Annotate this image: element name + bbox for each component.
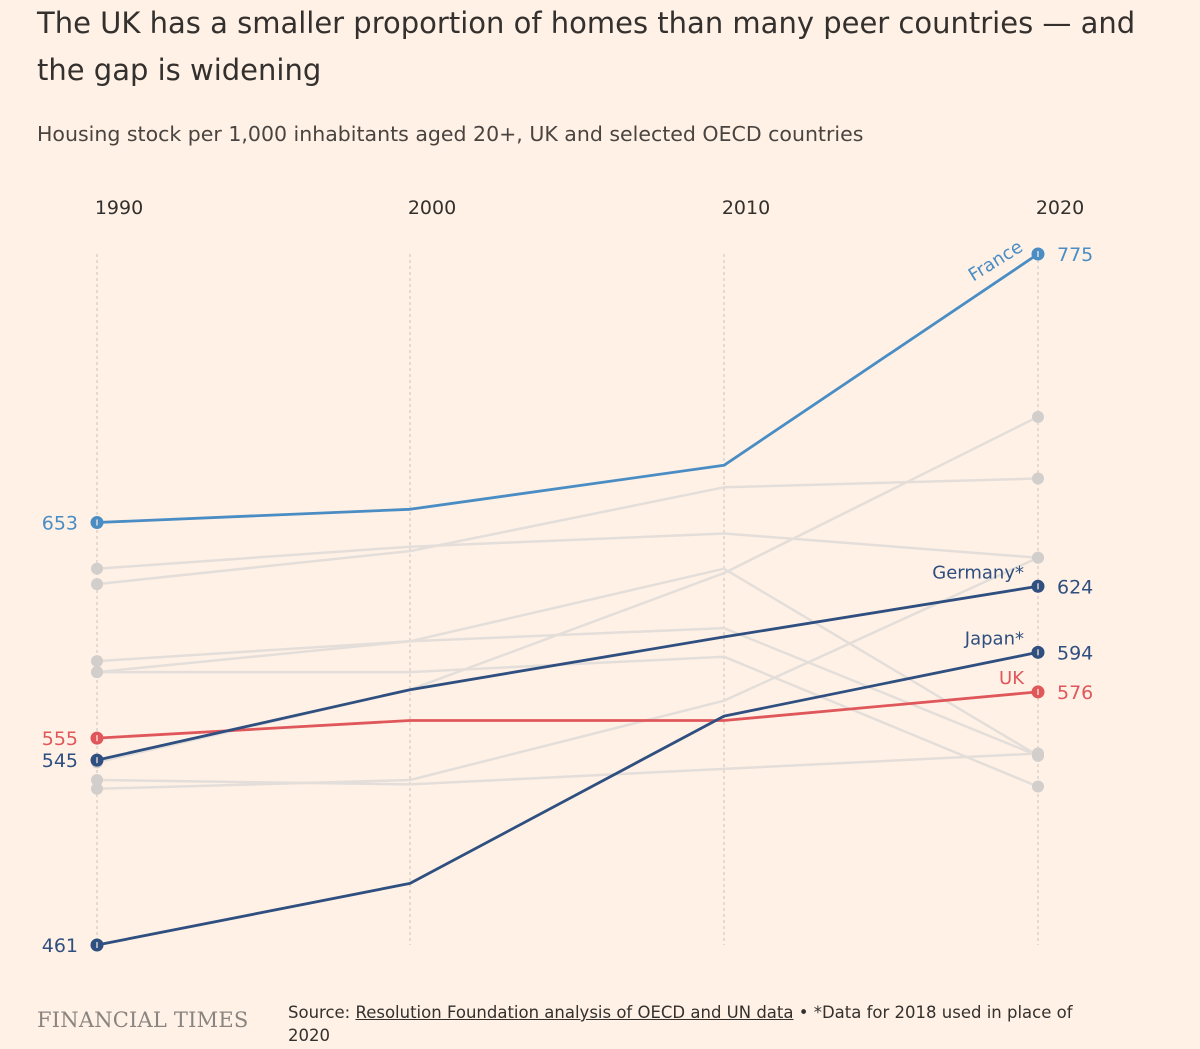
japan-start-value: 461 — [42, 935, 78, 957]
other-series-start-point — [91, 562, 103, 575]
france-series-name: France — [965, 236, 1027, 286]
value-labels: 555 576 UK 461 594 Japan* 545 624 Germany* 653 775… — [42, 236, 1094, 957]
other-series-end-point — [1032, 410, 1044, 423]
source-link[interactable]: Resolution Foundation analysis of OECD a… — [355, 1003, 794, 1022]
other-series-start-point — [91, 773, 103, 786]
uk-end-value: 576 — [1057, 682, 1093, 704]
background-series — [91, 410, 1044, 795]
chart-subtitle: Housing stock per 1,000 inhabitants aged… — [37, 122, 864, 146]
other-series-start-point — [91, 782, 103, 795]
x-tick-label-2020: 2020 — [1036, 197, 1084, 219]
uk-start-value: 555 — [42, 728, 78, 750]
other-series-end-point — [1032, 780, 1044, 793]
source-prefix: Source: — [288, 1003, 356, 1022]
x-tick-label-2000: 2000 — [408, 197, 456, 219]
x-axis-ticks: 1990 2000 2010 2020 — [95, 197, 1084, 219]
france-line — [96, 252, 1039, 524]
uk-line — [96, 690, 1039, 740]
germany-series-name: Germany* — [932, 562, 1024, 583]
other-series-line — [96, 532, 1039, 570]
other-series-start-point — [91, 578, 103, 591]
x-tick-label-2010: 2010 — [722, 197, 770, 219]
line-chart: 1990 2000 2010 2020 555 576 UK 461 594 Japan* 545… — [42, 197, 1094, 957]
uk-series-name: UK — [999, 668, 1025, 689]
grid-layer — [96, 254, 1039, 945]
germany-end-value: 624 — [1057, 576, 1093, 598]
japan-series-name: Japan* — [964, 628, 1024, 649]
other-series-line — [96, 556, 1039, 791]
ft-logo: FINANCIAL TIMES — [37, 1008, 249, 1032]
chart-title: The UK has a smaller proportion of homes… — [37, 6, 1136, 87]
germany-start-value: 545 — [42, 750, 78, 772]
japan-line — [96, 650, 1039, 947]
source-note: Source: Resolution Foundation analysis o… — [288, 1001, 1078, 1047]
x-tick-label-1990: 1990 — [95, 197, 143, 219]
highlighted-series — [90, 247, 1045, 952]
other-series-line — [96, 477, 1039, 586]
other-series-end-point — [1032, 747, 1044, 760]
japan-end-value: 594 — [1057, 642, 1093, 664]
other-series-line — [96, 626, 1039, 757]
france-end-value: 775 — [1057, 244, 1093, 266]
other-series-end-point — [1032, 551, 1044, 564]
source-suffix: • *Data for 2018 used in place of 2020 — [288, 1003, 1073, 1045]
other-series-end-point — [1032, 472, 1044, 485]
other-series-line — [96, 752, 1039, 786]
other-series-line — [96, 567, 1039, 757]
other-series-start-point — [91, 666, 103, 679]
germany-line — [96, 584, 1039, 762]
france-start-value: 653 — [42, 512, 78, 534]
other-series-start-point — [91, 655, 103, 668]
other-series-line — [96, 415, 1039, 764]
